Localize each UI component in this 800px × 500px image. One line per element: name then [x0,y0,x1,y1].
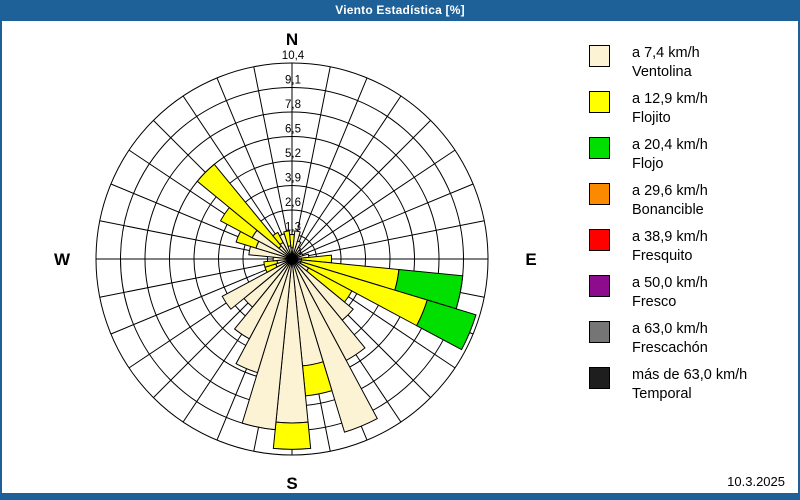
petal-segment-flojito [272,421,312,450]
center-hub [286,253,298,265]
petal-segment-ventolina [291,258,378,433]
legend-item: a 29,6 km/h Bonancible [589,182,747,220]
legend-class-label: Fresco [632,294,677,310]
ring-label: 5,2 [285,148,301,160]
ring-label: 9,1 [285,75,301,87]
petal-segment-ventolina [221,258,293,310]
legend-swatch [589,275,610,297]
legend-label: a 20,4 km/h Flojo [632,136,708,174]
compass-south-label: S [286,474,297,493]
legend-item: a 7,4 km/h Ventolina [589,44,747,82]
legend-class-label: Bonancible [632,202,704,218]
footer-bar [0,493,800,500]
grid-spoke [99,258,293,298]
petal-segment-flojito [272,231,284,246]
legend-speed-label: a 63,0 km/h [632,321,708,337]
legend-label: a 63,0 km/h Frescachón [632,320,708,358]
legend-speed-label: a 20,4 km/h [632,137,708,153]
grid-spoke [291,77,368,260]
legend-class-label: Frescachón [632,340,708,356]
legend-item: a 20,4 km/h Flojo [589,136,747,174]
ring-label: 1,3 [285,222,301,234]
legend-label: a 29,6 km/h Bonancible [632,182,708,220]
legend-swatch [589,367,610,389]
legend-speed-label: a 29,6 km/h [632,183,708,199]
compass-west-label: W [54,250,71,269]
legend-swatch [589,45,610,67]
legend-speed-label: a 7,4 km/h [632,45,700,61]
legend-label: a 12,9 km/h Flojito [632,90,708,128]
grid-spoke [291,120,431,260]
grid-spoke [291,66,331,260]
legend-speed-label: más de 63,0 km/h [632,367,748,383]
ring-label: 7,8 [285,99,301,111]
legend-class-label: Flojo [632,156,664,172]
legend-label: a 7,4 km/h Ventolina [632,44,700,82]
petal-segment-ventolina [233,258,293,340]
grid-spoke [110,258,293,335]
petal-segment-ventolina [235,258,293,374]
legend-item: a 50,0 km/h Fresco [589,274,747,312]
legend-item: más de 63,0 km/h Temporal [589,366,747,404]
window-title: Viento Estadística [%] [335,3,465,17]
grid-spoke [182,95,293,260]
title-bar: Viento Estadística [%] [0,0,800,21]
legend-class-label: Ventolina [632,64,692,80]
legend-item: a 12,9 km/h Flojito [589,90,747,128]
legend-speed-label: a 50,0 km/h [632,275,708,291]
legend-swatch [589,183,610,205]
legend-label: más de 63,0 km/h Temporal [632,366,747,404]
legend-class-label: Fresquito [632,248,693,264]
legend-speed-label: a 38,9 km/h [632,229,708,245]
legend-swatch [589,137,610,159]
grid-spoke [291,183,474,260]
petal-segment-flojito [196,163,282,249]
grid-spoke [291,95,402,260]
legend-swatch [589,229,610,251]
ring-label: 6,5 [285,124,301,136]
legend-class-label: Temporal [632,386,692,402]
legend-item: a 63,0 km/h Frescachón [589,320,747,358]
legend-label: a 50,0 km/h Fresco [632,274,708,312]
legend-swatch [589,91,610,113]
compass-north-label: N [286,30,298,49]
ring-label: 3,9 [285,173,301,185]
date-label: 10.3.2025 [727,474,785,489]
petal-segment-flojito [263,259,279,268]
legend-speed-label: a 12,9 km/h [632,91,708,107]
grid-spoke [253,66,293,260]
grid-spoke [291,220,485,260]
ring-label: 2,6 [285,197,301,209]
grid-spoke [291,149,456,260]
petal-segment-flojito [283,230,292,247]
grid-spoke [216,77,293,260]
legend-item: a 38,9 km/h Fresquito [589,228,747,266]
legend-class-label: Flojito [632,110,671,126]
legend: a 7,4 km/h Ventolina a 12,9 km/h Flojito a 2… [589,44,747,404]
legend-swatch [589,321,610,343]
legend-label: a 38,9 km/h Fresquito [632,228,708,266]
compass-east-label: E [525,250,536,269]
ring-label: 10,4 [282,50,305,62]
petal-segment-flojo [415,299,477,351]
